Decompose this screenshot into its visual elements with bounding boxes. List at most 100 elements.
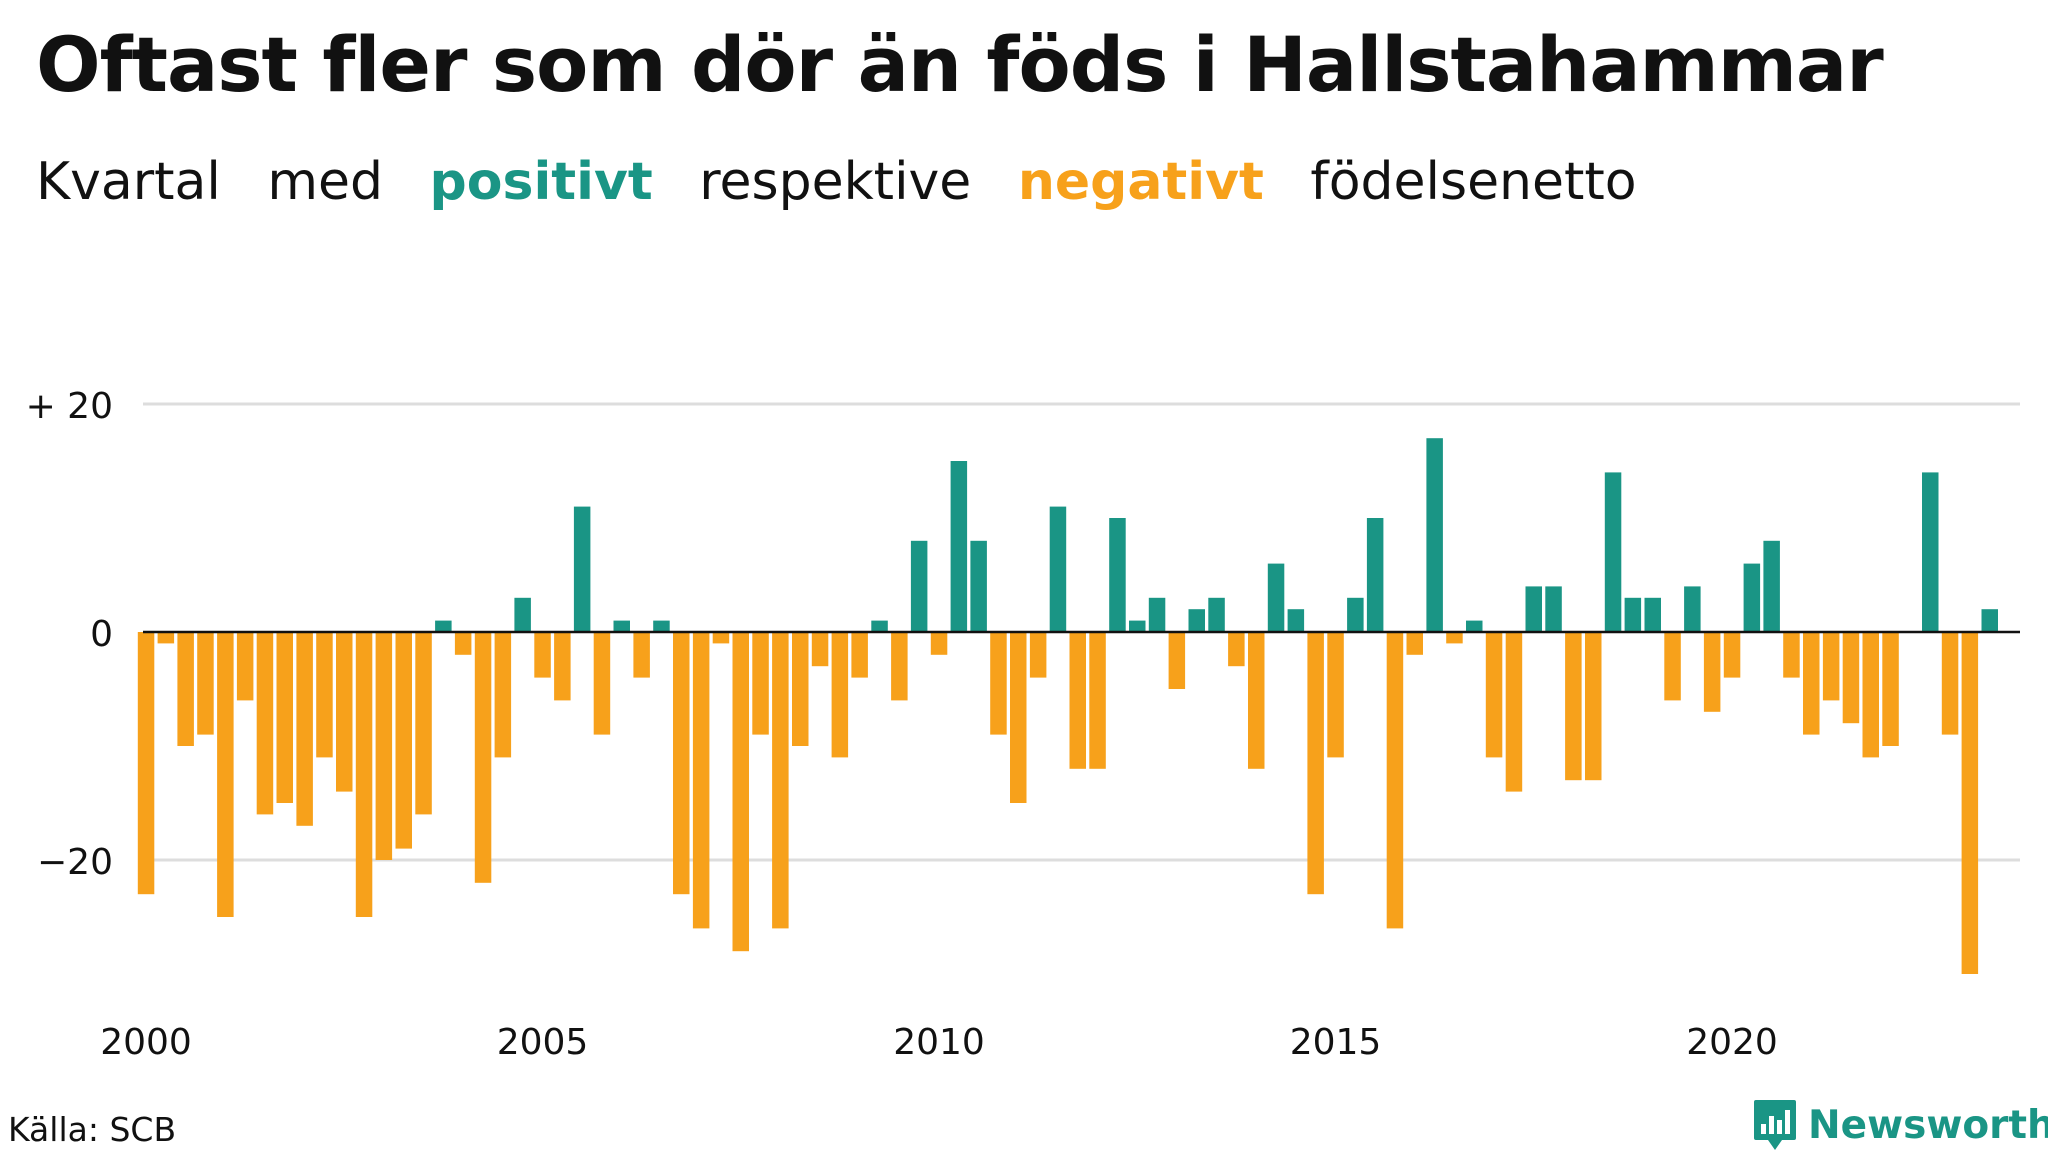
chart-subtitle: Kvartal med positivt respektive negativt… bbox=[36, 152, 1667, 212]
bar-positive bbox=[1208, 597, 1225, 632]
y-tick-label: 0 bbox=[90, 614, 113, 655]
bar-negative bbox=[554, 632, 571, 701]
bar-negative bbox=[296, 632, 313, 826]
bar-positive bbox=[1129, 620, 1146, 632]
bar-negative bbox=[1327, 632, 1344, 758]
bar-negative bbox=[851, 632, 868, 678]
bar-negative bbox=[197, 632, 214, 735]
bar-negative bbox=[1822, 632, 1840, 701]
bar-negative bbox=[1228, 632, 1245, 667]
bar-negative bbox=[732, 632, 749, 952]
bar-positive bbox=[1466, 620, 1483, 632]
bar-negative bbox=[137, 632, 155, 895]
bar-negative bbox=[792, 632, 809, 746]
bar-negative bbox=[1882, 632, 1899, 746]
x-tick-label: 2020 bbox=[1686, 1022, 1778, 1063]
subtitle-word-respektive: respektive bbox=[699, 152, 972, 212]
bar-negative bbox=[474, 632, 492, 883]
bar-negative bbox=[1386, 632, 1404, 929]
bar-negative bbox=[157, 632, 175, 644]
bar-positive bbox=[1049, 506, 1067, 632]
bar-negative bbox=[375, 632, 393, 860]
bars bbox=[137, 438, 1998, 974]
bar-positive bbox=[1684, 586, 1701, 632]
bar-negative bbox=[355, 632, 373, 917]
bar-positive bbox=[970, 540, 987, 632]
bar-negative bbox=[1842, 632, 1860, 724]
bar-positive bbox=[435, 620, 452, 632]
bar-negative bbox=[454, 632, 472, 655]
bar-negative bbox=[276, 632, 293, 803]
bar-negative bbox=[395, 632, 412, 849]
bar-negative bbox=[236, 632, 254, 701]
bar-negative bbox=[1485, 632, 1503, 758]
chart-title: Oftast fler som dör än föds i Hallstaham… bbox=[36, 20, 1884, 109]
bar-negative bbox=[831, 632, 849, 758]
bar-negative bbox=[1505, 632, 1523, 792]
bar-positive bbox=[1366, 518, 1384, 632]
bar-positive bbox=[1267, 563, 1285, 632]
subtitle-negative: negativt bbox=[1017, 152, 1264, 212]
bar-negative bbox=[256, 632, 274, 815]
bar-positive bbox=[1287, 609, 1305, 632]
y-tick-label: + 20 bbox=[26, 386, 113, 427]
bar-negative bbox=[1783, 632, 1800, 678]
bar-negative bbox=[1723, 632, 1741, 678]
bar-negative bbox=[1664, 632, 1681, 701]
bar-negative bbox=[1089, 632, 1106, 769]
subtitle-positive: positivt bbox=[429, 152, 653, 212]
bar-negative bbox=[336, 632, 353, 792]
bar-negative bbox=[177, 632, 194, 746]
bar-negative bbox=[633, 632, 650, 678]
bar-negative bbox=[1446, 632, 1463, 644]
subtitle-word-fodelsenetto: födelsenetto bbox=[1310, 152, 1637, 212]
x-tick-label: 2000 bbox=[100, 1022, 192, 1063]
bar-positive bbox=[1644, 597, 1661, 632]
bar-positive bbox=[613, 620, 630, 632]
bar-negative bbox=[217, 632, 234, 917]
bar-positive bbox=[1763, 540, 1780, 632]
bar-negative bbox=[1010, 632, 1027, 803]
bar-negative bbox=[712, 632, 730, 644]
bar-negative bbox=[1703, 632, 1721, 712]
bar-negative bbox=[1803, 632, 1820, 735]
bar-negative bbox=[1168, 632, 1186, 689]
bar-negative bbox=[593, 632, 611, 735]
bar-positive bbox=[1604, 472, 1622, 632]
bar-positive bbox=[1624, 597, 1642, 632]
bar-negative bbox=[1961, 632, 1979, 974]
bar-chart-icon bbox=[1754, 1100, 1796, 1150]
bar-positive bbox=[1188, 609, 1205, 632]
x-tick-label: 2005 bbox=[497, 1022, 589, 1063]
bar-negative bbox=[1248, 632, 1265, 769]
bar-positive bbox=[1545, 586, 1562, 632]
bar-positive bbox=[514, 597, 531, 632]
bar-positive bbox=[573, 506, 591, 632]
bar-negative bbox=[930, 632, 948, 655]
bar-negative bbox=[1406, 632, 1423, 655]
bar-negative bbox=[772, 632, 789, 929]
bar-negative bbox=[990, 632, 1007, 735]
bar-negative bbox=[1069, 632, 1086, 769]
bar-positive bbox=[910, 540, 928, 632]
bar-positive bbox=[1347, 597, 1364, 632]
bar-positive bbox=[950, 461, 968, 632]
bar-negative bbox=[1941, 632, 1959, 735]
subtitle-word-kvartal: Kvartal bbox=[36, 152, 221, 212]
newsworthy-logo: Newsworthy bbox=[1752, 1098, 2048, 1152]
source-note: Källa: SCB bbox=[8, 1110, 177, 1149]
axes: + 20 0 −20 2000 2005 2010 2015 2020 bbox=[26, 386, 2020, 1063]
bar-positive bbox=[1743, 563, 1761, 632]
logo-text: Newsworthy bbox=[1808, 1102, 2048, 1148]
bar-negative bbox=[752, 632, 769, 735]
bar-negative bbox=[316, 632, 333, 758]
bar-negative bbox=[1862, 632, 1879, 758]
bar-negative bbox=[1585, 632, 1602, 781]
bar-positive bbox=[653, 620, 670, 632]
bar-negative bbox=[692, 632, 710, 929]
bar-negative bbox=[415, 632, 432, 815]
bar-positive bbox=[1525, 586, 1542, 632]
y-tick-label: −20 bbox=[37, 842, 113, 883]
x-tick-label: 2010 bbox=[893, 1022, 985, 1063]
